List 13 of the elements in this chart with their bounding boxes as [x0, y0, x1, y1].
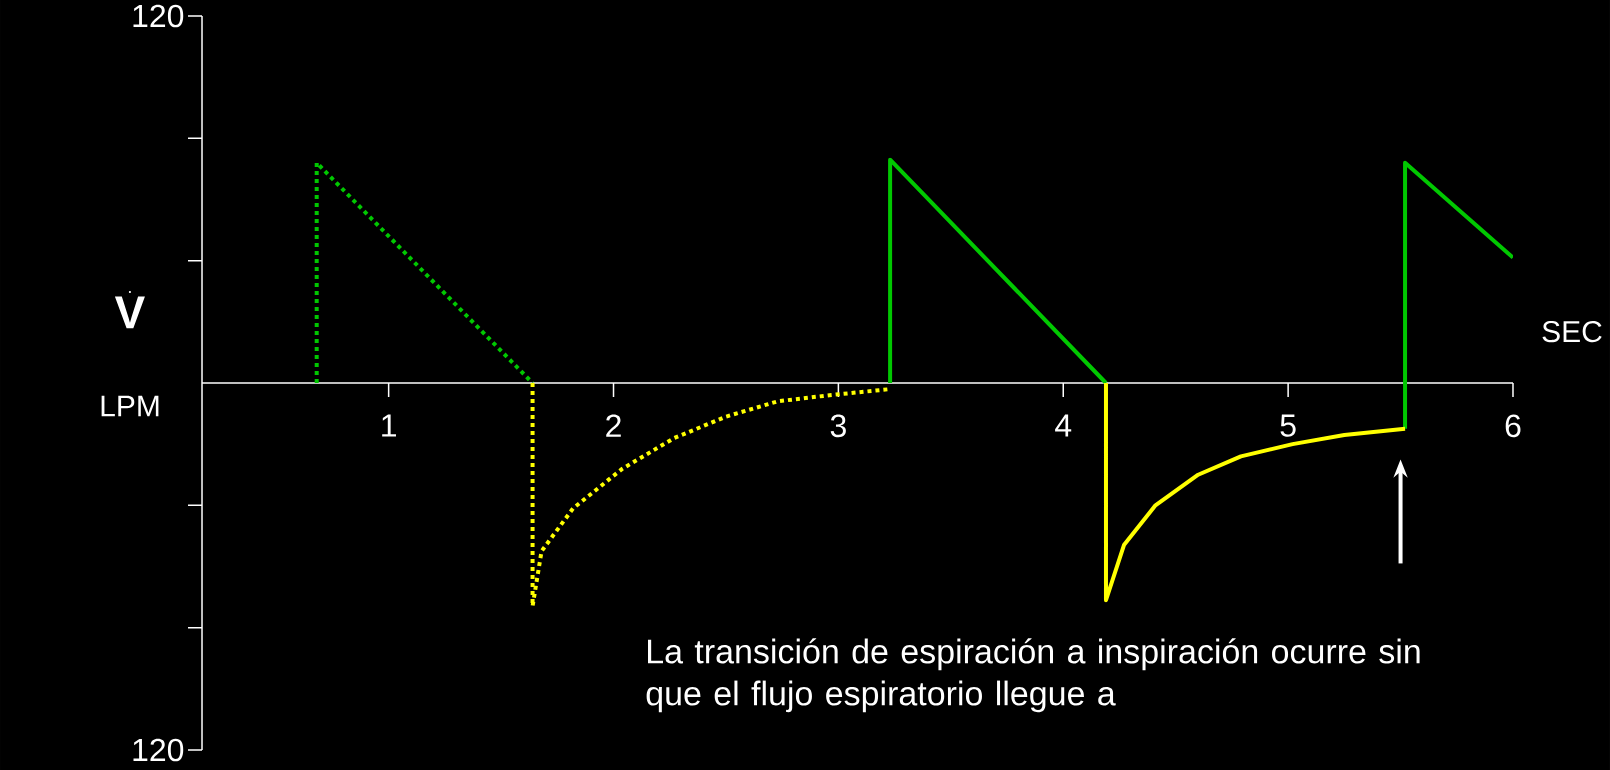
x-tick-label: 3 — [830, 414, 846, 438]
line-series — [1103, 380, 1408, 603]
x-axis-title: SEC — [1542, 320, 1602, 343]
y-axis-title: $\dot{\mathbf{V}}$ — [114, 290, 145, 329]
x-tick-label: 5 — [1280, 414, 1296, 437]
x-tick-label: 6 — [1505, 414, 1521, 438]
annotation: La transición de espiración a inspiración ocurre sin que el flujo espiratorio llegue a — [646, 638, 1420, 713]
x-tick-label: 1 — [382, 414, 396, 437]
text: LPM — [101, 395, 159, 417]
x-tick-label: 4 — [1055, 414, 1072, 437]
y-tick-label: 120 — [133, 4, 184, 28]
x-tick-label: 2 — [606, 414, 621, 437]
y-tick-label: 120 — [133, 738, 184, 762]
